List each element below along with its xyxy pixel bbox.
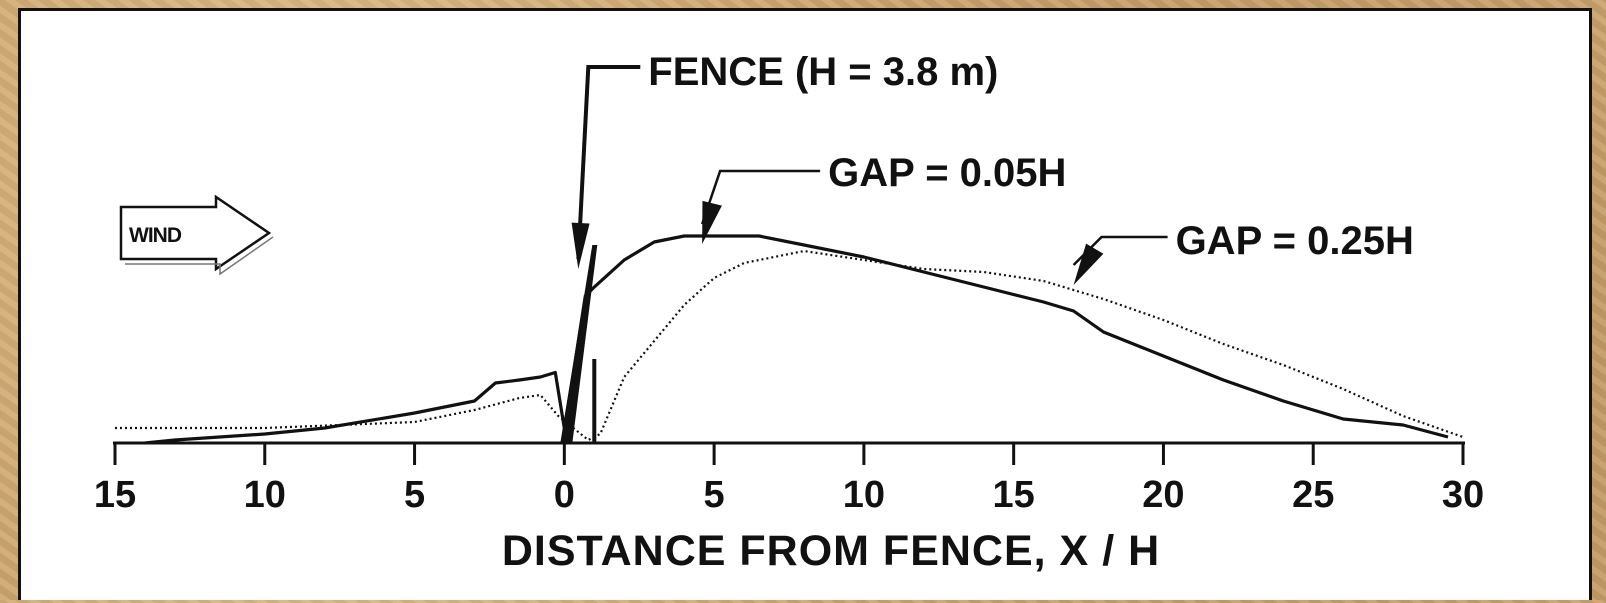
x-tick-label-5: 10 (843, 474, 885, 516)
x-axis: 15 10 5 0 5 10 15 20 25 30 (94, 441, 1484, 516)
gap005-arrowhead (702, 200, 722, 244)
series-line-0 (144, 234, 1449, 445)
x-axis-label: DISTANCE FROM FENCE, X / H (502, 527, 1160, 575)
x-tick-label-6: 15 (993, 474, 1035, 516)
fence-leader (576, 65, 641, 260)
x-tick-label-8: 25 (1292, 474, 1334, 516)
x-tick-label-2: 5 (404, 474, 425, 516)
fence-arrowhead (571, 222, 590, 269)
x-tick-label-3: 0 (554, 474, 575, 516)
x-tick-label-1: 10 (244, 474, 286, 516)
x-tick-label-7: 20 (1142, 474, 1184, 516)
fence-mark (560, 245, 598, 443)
gap025-arrowhead (1073, 243, 1104, 285)
gap005-leader (700, 169, 821, 225)
x-tick-label-4: 5 (704, 474, 725, 516)
chart-frame: WIND 15 10 5 0 5 10 15 20 25 30 FENCE (H = 3.8 m)… (18, 8, 1592, 600)
wind-label: WIND (129, 224, 182, 247)
x-tick-label-0: 15 (94, 474, 136, 516)
wind-arrow-shape (119, 194, 272, 272)
gap025-annotation: GAP = 0.25H (1176, 219, 1414, 263)
annotations: FENCE (H = 3.8 m) GAP = 0.05H GAP = 0.25H (571, 50, 1414, 285)
x-tick-label-9: 30 (1442, 474, 1484, 516)
gap005-annotation: GAP = 0.05H (828, 151, 1066, 195)
fence-annotation: FENCE (H = 3.8 m) (648, 50, 998, 94)
series-layer (115, 234, 1464, 445)
wind-arrow: WIND (119, 194, 274, 276)
series-line-1 (115, 249, 1464, 442)
chart-svg: WIND 15 10 5 0 5 10 15 20 25 30 FENCE (H = 3.8 m)… (94, 50, 1484, 575)
wind-arrow-shadow (125, 236, 274, 276)
